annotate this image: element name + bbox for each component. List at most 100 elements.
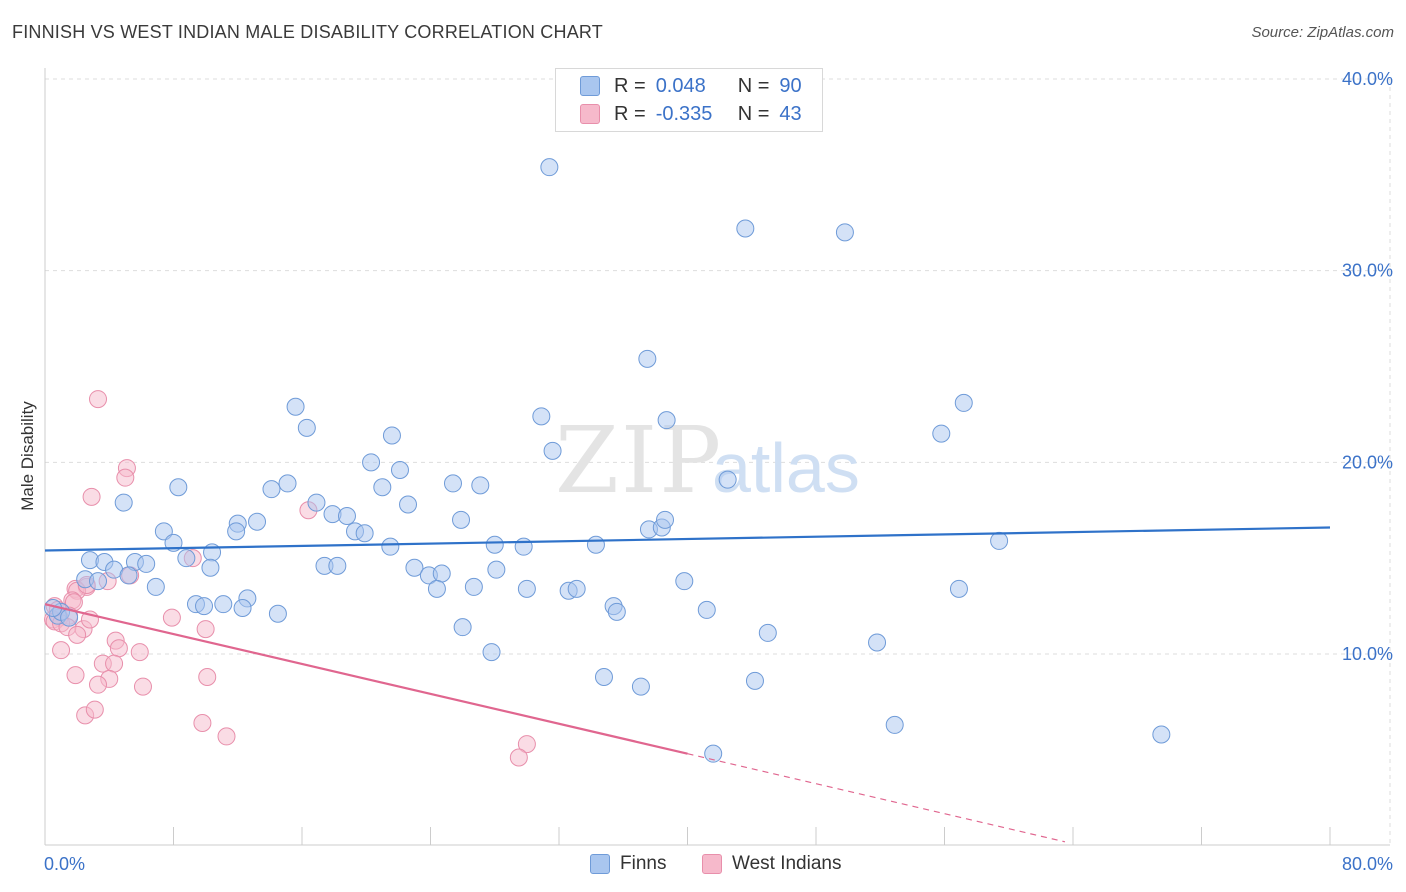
finns-legend-label: Finns — [620, 853, 667, 874]
west-indians-point — [509, 748, 528, 767]
west-indians-point — [52, 641, 71, 660]
watermark-atlas: atlas — [712, 429, 860, 507]
finns-swatch — [580, 76, 600, 96]
finns-point — [137, 554, 156, 573]
bottom-legend-west-indians: West Indians — [702, 850, 841, 878]
legend-r-value: -0.335 — [655, 102, 713, 125]
west-indians-trend-line — [44, 603, 688, 755]
finns-point — [268, 604, 287, 623]
finns-point — [532, 407, 551, 426]
finns-point — [362, 453, 381, 472]
finns-point — [594, 668, 613, 686]
finns-point — [675, 572, 694, 591]
legend-n-label: N = — [737, 102, 770, 125]
finns-point — [758, 623, 777, 642]
west-indians-point — [133, 677, 152, 696]
finns-legend-swatch — [590, 854, 610, 874]
finns-point — [514, 537, 533, 556]
y-tick-label: 40.0% — [1342, 69, 1393, 89]
finns-point — [278, 474, 297, 493]
finns-point — [932, 424, 951, 443]
finns-point — [835, 223, 854, 242]
west-indians-point — [517, 735, 536, 754]
finns-point — [736, 219, 755, 238]
west-indians-point — [193, 714, 212, 732]
finns-point — [89, 572, 108, 591]
finns-point — [453, 618, 472, 637]
legend-n-value: 43 — [779, 102, 802, 125]
west-indians-point — [196, 620, 215, 639]
finns-points — [44, 158, 1171, 763]
finns-point — [146, 577, 165, 596]
finns-point — [868, 633, 887, 652]
finns-point — [954, 393, 973, 412]
west-indians-point — [85, 700, 104, 719]
west-indians-point — [66, 666, 85, 685]
finns-point — [214, 595, 233, 614]
finns-point — [201, 558, 220, 577]
finns-point — [405, 558, 424, 577]
finns-point — [745, 671, 764, 690]
y-tick-label: 10.0% — [1342, 644, 1393, 664]
finns-point — [949, 579, 968, 598]
correlation-legend: R = 0.048 N = 90 R = -0.335 N = 43 — [555, 68, 823, 132]
tick-labels: 10.0% 20.0% 30.0% 40.0% 0.0% 80.0% — [44, 69, 1393, 874]
finns-point — [195, 597, 214, 616]
x-tick-label-min: 0.0% — [44, 854, 85, 874]
finns-point — [248, 512, 267, 531]
finns-point — [1152, 725, 1171, 744]
finns-point — [607, 602, 626, 621]
finns-point — [119, 566, 138, 585]
finns-point — [337, 507, 356, 525]
west-indians-points — [44, 390, 536, 767]
trend-lines — [44, 526, 1331, 843]
west-indians-legend-swatch — [702, 854, 722, 874]
finns-point — [427, 579, 446, 598]
finns-point — [885, 715, 904, 734]
west-indians-point — [89, 675, 108, 694]
finns-point — [487, 560, 506, 579]
finns-point — [567, 579, 586, 598]
west-indians-point — [105, 654, 124, 673]
finns-point — [540, 158, 559, 177]
finns-point — [638, 349, 657, 368]
west-indians-legend-label: West Indians — [732, 853, 842, 874]
west-indians-point — [68, 625, 87, 644]
legend-n-label: N = — [737, 74, 770, 97]
west-indians-swatch — [580, 104, 600, 124]
finns-point — [656, 510, 675, 529]
west-indians-point — [82, 487, 101, 506]
finns-point — [297, 418, 316, 437]
finns-point — [381, 537, 400, 556]
finns-point — [390, 461, 409, 479]
chart-title: FINNISH VS WEST INDIAN MALE DISABILITY C… — [12, 22, 603, 42]
finns-point — [262, 480, 281, 499]
finns-point — [399, 495, 418, 514]
west-indians-trend-extension — [687, 753, 1066, 843]
y-tick-label: 30.0% — [1342, 261, 1393, 281]
legend-n-value: 90 — [779, 74, 802, 97]
bottom-legend-finns: Finns — [590, 850, 666, 878]
legend-row-finns: R = 0.048 N = 90 — [580, 73, 802, 99]
legend-row-west-indians: R = -0.335 N = 43 — [580, 101, 802, 127]
finns-point — [382, 426, 401, 445]
watermark-zip: ZIP — [555, 407, 723, 514]
west-indians-point — [162, 608, 181, 627]
finns-point — [657, 411, 676, 430]
finns-point — [543, 441, 562, 460]
finns-point — [517, 579, 536, 598]
finns-point — [307, 493, 326, 512]
west-indians-point — [217, 727, 236, 746]
finns-trend-line — [44, 526, 1331, 552]
legend-r-value: 0.048 — [655, 74, 706, 97]
finns-point — [233, 599, 252, 617]
west-indians-point — [116, 468, 135, 487]
finns-point — [114, 493, 133, 512]
finns-point — [485, 535, 504, 554]
legend-r-label: R = — [614, 74, 646, 97]
finns-point — [704, 744, 723, 763]
finns-point — [718, 470, 737, 489]
finns-point — [631, 677, 650, 696]
finns-point — [328, 556, 347, 575]
finns-point — [177, 549, 196, 568]
